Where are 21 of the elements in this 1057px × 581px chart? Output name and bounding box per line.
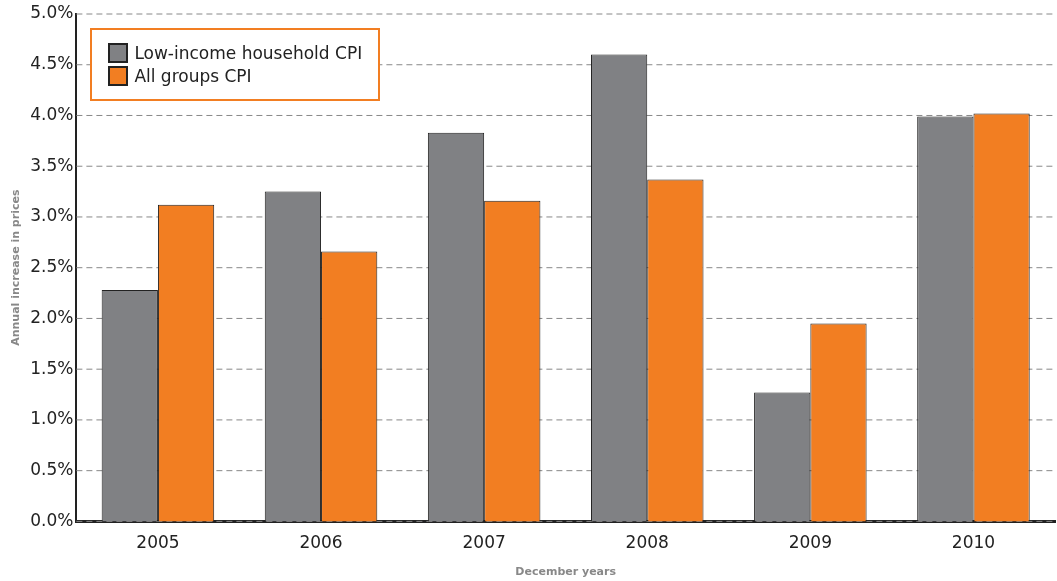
x-tick-label: 2007 bbox=[462, 532, 506, 553]
y-axis-title: Annual increase in prices bbox=[9, 189, 23, 346]
x-tick-label: 2005 bbox=[136, 532, 180, 553]
y-tick-label: 3.5% bbox=[30, 154, 74, 175]
x-tick-label: 2008 bbox=[625, 532, 669, 553]
y-tick-label: 0.5% bbox=[30, 459, 74, 480]
legend-label: All groups CPI bbox=[134, 66, 252, 86]
x-tick-label: 2006 bbox=[299, 532, 343, 553]
y-tick-label: 3.0% bbox=[30, 205, 74, 226]
y-tick-label: 0.0% bbox=[30, 509, 74, 530]
y-tick-label: 1.0% bbox=[30, 408, 74, 429]
y-tick-label: 4.0% bbox=[30, 103, 74, 124]
x-tick-label: 2010 bbox=[951, 532, 996, 553]
y-tick-label: 2.0% bbox=[30, 306, 74, 327]
legend-label: Low-income household CPI bbox=[134, 43, 363, 63]
y-tick-label: 5.0% bbox=[30, 2, 74, 23]
x-tick-label: 2009 bbox=[788, 532, 832, 553]
y-tick-label: 1.5% bbox=[30, 357, 74, 378]
y-tick-label: 4.5% bbox=[30, 53, 74, 74]
y-tick-label: 2.5% bbox=[30, 256, 74, 277]
x-axis-title: December years bbox=[515, 565, 617, 579]
